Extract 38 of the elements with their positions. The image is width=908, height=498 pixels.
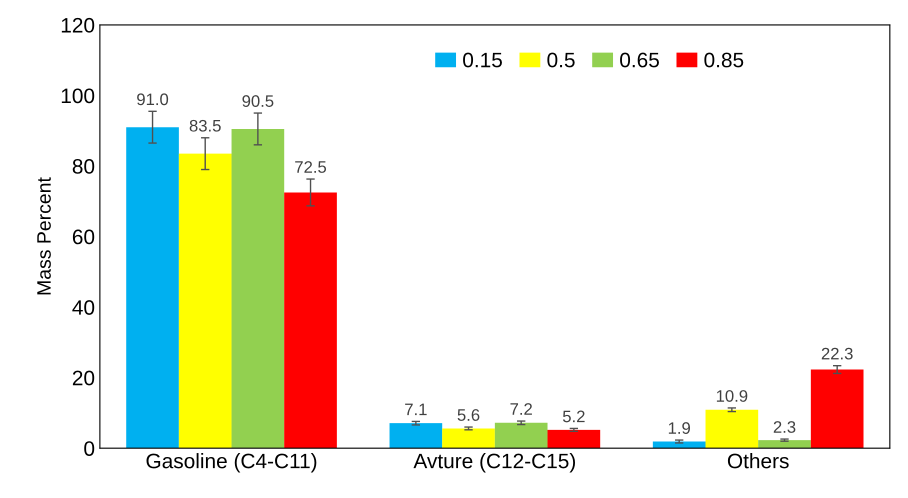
bar (810, 370, 864, 448)
data-label: 5.6 (458, 409, 480, 421)
y-tick-label: 40 (72, 300, 94, 315)
y-tick-label: 60 (72, 230, 94, 244)
bar (284, 192, 337, 448)
data-label: 90.5 (242, 95, 274, 107)
y-axis-title: Mass Percent (37, 177, 51, 294)
bar (548, 430, 600, 448)
data-label: 91.0 (137, 93, 168, 106)
data-label: 72.5 (295, 161, 326, 173)
bar (442, 428, 495, 448)
legend-label: 0.85 (704, 52, 744, 68)
data-label: 2.3 (774, 421, 796, 433)
bar (706, 410, 758, 448)
legend-label: 0.65 (620, 52, 659, 68)
bar (758, 440, 811, 448)
legend-label: 0.15 (463, 52, 502, 68)
x-tick-label: Others (728, 453, 789, 468)
data-label: 7.1 (405, 404, 427, 416)
x-tick-label: Gasoline (C4-C11) (146, 453, 316, 472)
bar (126, 127, 179, 448)
y-tick-label: 100 (62, 88, 94, 104)
bar (494, 422, 548, 448)
y-tick-label: 120 (62, 18, 94, 33)
y-tick-label: 20 (72, 370, 94, 386)
y-tick-label: 0 (84, 441, 94, 456)
x-tick-label: Avture (C12-C15) (413, 453, 576, 472)
bar (232, 128, 284, 448)
data-label: 5.2 (562, 410, 585, 422)
data-label: 7.2 (510, 403, 532, 415)
data-label: 22.3 (822, 348, 853, 360)
y-tick-label: 80 (72, 159, 94, 174)
data-label: 10.9 (716, 390, 748, 402)
legend-label: 0.5 (547, 52, 575, 68)
bar (390, 423, 442, 448)
data-label: 1.9 (668, 422, 690, 434)
bar (178, 154, 232, 448)
data-label: 83.5 (190, 120, 221, 132)
